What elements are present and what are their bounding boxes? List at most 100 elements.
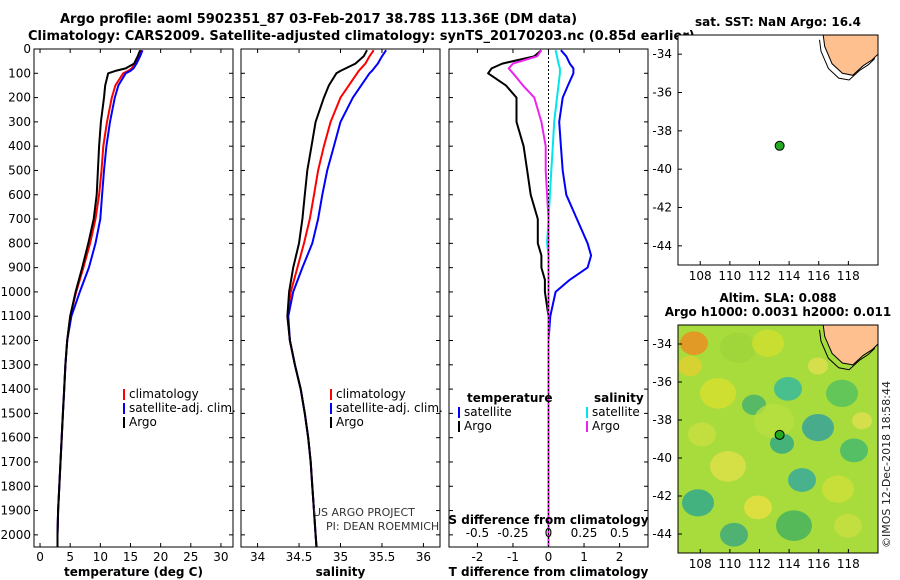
sla-map-anomaly-patch: [852, 412, 872, 430]
sla-map-anomaly-patch: [744, 495, 772, 520]
sst-map-xtick-label: 114: [778, 269, 801, 283]
sla-map-xtick-label: 118: [837, 557, 860, 571]
sla-map-panel: 108 110 112 114 116 118 -34 -36 -38 -40 -42 -44: [652, 324, 879, 571]
depth-tick-label: 2000: [0, 528, 31, 542]
sst-map-xtick-label: 118: [837, 269, 860, 283]
s-legend-label: Argo: [592, 419, 620, 433]
sla-map-anomaly-patch: [840, 438, 868, 463]
sst-map-xtick-label: 116: [807, 269, 830, 283]
depth-tick-label: 800: [8, 236, 31, 250]
figure-title-line-1: Argo profile: aoml 5902351_87 03-Feb-201…: [60, 12, 578, 27]
depth-tick-label: 900: [8, 261, 31, 275]
temperature-series-argo: [56, 49, 142, 547]
sst-map-ytick-label: -36: [652, 86, 672, 100]
temperature-legend-label: climatology: [129, 387, 199, 401]
temperature-xtick-label: 30: [213, 550, 228, 564]
difference-xtick-label: 2: [616, 550, 624, 564]
depth-tick-label: 1800: [0, 479, 31, 493]
sla-map-anomaly-patch: [822, 475, 854, 503]
sst-map-ytick-label: -38: [652, 124, 672, 138]
sla-map-anomaly-patch: [678, 355, 702, 377]
difference-xtick-label: 1: [580, 550, 588, 564]
temperature-legend-label: satellite-adj. clim.: [129, 401, 236, 415]
sla-map-xtick-label: 114: [778, 557, 801, 571]
s-diff-tick-label: -0.25: [497, 526, 528, 540]
sla-map-xtick-label: 110: [718, 557, 741, 571]
sla-map-anomaly-patch: [720, 332, 756, 364]
figure-title-line-2: Climatology: CARS2009. Satellite-adjuste…: [28, 29, 695, 44]
sla-map-anomaly-patch: [770, 433, 794, 454]
sla-map-isobath: [819, 329, 875, 371]
sla-map-ytick-label: -36: [652, 375, 672, 389]
depth-tick-label: 400: [8, 139, 31, 153]
temperature-xtick-label: 0: [36, 550, 44, 564]
sla-map-ytick-label: -42: [652, 489, 672, 503]
sla-map-anomaly-patch: [688, 422, 716, 447]
difference-xtick-label: 0: [545, 550, 553, 564]
sla-map-ytick-label: -34: [652, 337, 672, 351]
temperature-xtick-label: 5: [66, 550, 74, 564]
depth-tick-label: 1300: [0, 358, 31, 372]
depth-tick-label: 0: [23, 42, 31, 56]
sla-map-anomaly-patch: [710, 451, 746, 482]
pi-label: PI: DEAN ROEMMICH: [326, 520, 439, 533]
temperature-legend-label: Argo: [129, 415, 157, 429]
s-legend-title: salinity: [594, 391, 644, 405]
depth-tick-label: 500: [8, 163, 31, 177]
sst-map-xtick-label: 108: [689, 269, 712, 283]
sla-map-anomaly-patch: [826, 379, 858, 407]
sst-map-profile-location-marker: [774, 140, 785, 151]
sla-map-frame: [677, 324, 879, 554]
sla-map-anomaly-patch: [834, 513, 862, 538]
sla-map-anomaly-patch: [720, 522, 748, 547]
depth-tick-label: 700: [8, 212, 31, 226]
s-diff-tick-label: 0: [545, 526, 553, 540]
sla-map-xtick-label: 108: [689, 557, 712, 571]
sla-map-ytick-label: -44: [652, 527, 672, 541]
sst-map-ytick-label: -42: [652, 201, 672, 215]
difference-xtick-label: -1: [507, 550, 519, 564]
temperature-xtick-label: 25: [183, 550, 198, 564]
s-diff-tick-label: -0.5: [466, 526, 489, 540]
sla-map-title: Altim. SLA: 0.088: [719, 291, 836, 305]
sla-map-subtitle: Argo h1000: 0.0031 h2000: 0.011: [665, 305, 892, 319]
temperature-xlabel: temperature (deg C): [64, 565, 203, 579]
depth-tick-label: 200: [8, 91, 31, 105]
sla-map-anomaly-patch: [754, 403, 794, 438]
sst-map-ytick-label: -34: [652, 47, 672, 61]
us-argo-project-label: US ARGO PROJECT: [313, 506, 415, 519]
sla-map-anomaly-patch: [700, 378, 736, 409]
sla-map-anomaly-patch: [752, 329, 784, 357]
salinity-frame: [240, 48, 441, 548]
sla-map-anomaly-patch: [802, 414, 834, 442]
s-legend-label: satellite: [592, 405, 640, 419]
sla-map-anomaly-patch: [682, 489, 714, 517]
sst-map-isobath: [819, 39, 875, 81]
sla-map-anomaly-patch: [776, 510, 812, 541]
t-legend-label: Argo: [464, 419, 492, 433]
difference-xtick-label: -2: [471, 550, 483, 564]
depth-tick-label: 1700: [0, 455, 31, 469]
difference-xlabel: T difference from climatology: [449, 565, 649, 579]
sst-map-panel: 108 110 112 114 116 118 -34 -36 -38 -40 -42 -44: [652, 34, 879, 283]
sst-map-xtick-label: 110: [718, 269, 741, 283]
sst-map-ytick-label: -44: [652, 239, 672, 253]
temperature-xtick-label: 10: [93, 550, 108, 564]
salinity-legend-label: climatology: [336, 387, 406, 401]
salinity-xtick-label: 34.5: [286, 550, 313, 564]
salinity-xlabel: salinity: [316, 565, 366, 579]
sst-map-frame: [677, 34, 879, 266]
sla-map-anomaly-patch: [788, 468, 816, 492]
salinity-xtick-label: 36: [416, 550, 431, 564]
salinity-series-argo: [286, 49, 368, 548]
temperature-panel: 0100200300400500600700800900100011001200…: [0, 42, 235, 579]
depth-tick-label: 100: [8, 66, 31, 80]
sst-map-xtick-label: 112: [748, 269, 771, 283]
s-diff-axis-label: S difference from climatology: [448, 513, 648, 527]
sla-map-xtick-label: 116: [807, 557, 830, 571]
imos-watermark: ©IMOS 12-Dec-2018 18:58:44: [880, 381, 893, 548]
depth-tick-label: 1500: [0, 406, 31, 420]
salinity-xtick-label: 34: [250, 550, 265, 564]
temperature-xtick-label: 15: [123, 550, 138, 564]
sla-map-profile-location-marker: [774, 429, 785, 440]
